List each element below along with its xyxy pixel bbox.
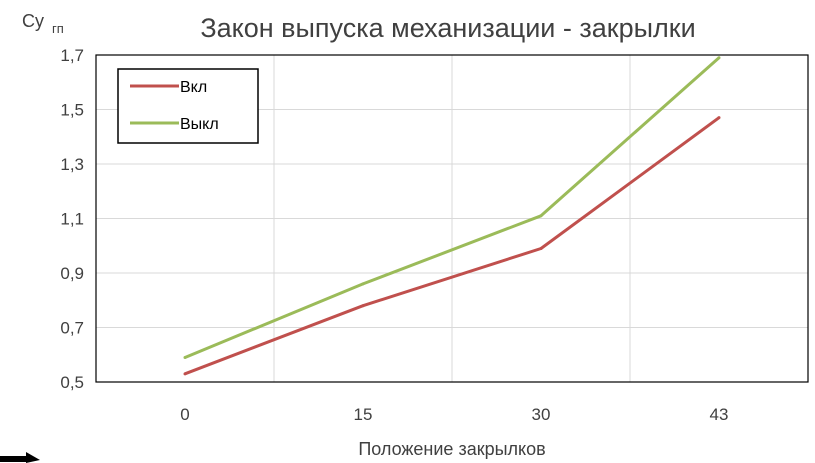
- y-tick-label: 0,5: [60, 373, 84, 392]
- x-tick-labels: 0 15 30 43: [180, 405, 728, 424]
- data-point: [717, 116, 721, 120]
- y-tick-label: 1,1: [60, 210, 84, 229]
- y-tick-label: 1,5: [60, 101, 84, 120]
- data-point: [717, 56, 721, 60]
- series-line-vykl: [184, 56, 720, 359]
- y-axis-label-sub: гп: [52, 21, 64, 36]
- legend-label-vkl: Вкл: [180, 79, 207, 96]
- y-axis-label: Cy гп: [22, 11, 64, 36]
- data-point: [361, 304, 365, 308]
- x-tick-label: 30: [532, 405, 551, 424]
- y-tick-label: 1,7: [60, 46, 84, 65]
- y-tick-label: 1,3: [60, 155, 84, 174]
- plot-area-border: [95, 54, 809, 383]
- series-line-vkl: [184, 116, 720, 376]
- data-point: [183, 372, 187, 376]
- y-tick-label: 0,7: [60, 319, 84, 338]
- legend-label-vykl: Выкл: [180, 116, 219, 133]
- x-tick-label: 15: [354, 405, 373, 424]
- arrow-icon: [0, 452, 40, 463]
- series: [183, 56, 721, 376]
- data-point: [183, 355, 187, 359]
- x-tick-label: 43: [710, 405, 729, 424]
- y-tick-label: 0,9: [60, 264, 84, 283]
- data-point: [539, 246, 543, 250]
- legend: Вкл Выкл: [117, 68, 259, 144]
- legend-box: [117, 68, 259, 144]
- data-point: [361, 282, 365, 286]
- x-axis-label: Положение закрылков: [358, 439, 545, 459]
- data-point: [539, 214, 543, 218]
- y-axis-label-main: Cy: [22, 11, 44, 31]
- y-tick-labels: 0,5 0,7 0,9 1,1 1,3 1,5 1,7: [60, 46, 84, 392]
- x-tick-label: 0: [180, 405, 189, 424]
- chart-title: Закон выпуска механизации - закрылки: [200, 13, 695, 43]
